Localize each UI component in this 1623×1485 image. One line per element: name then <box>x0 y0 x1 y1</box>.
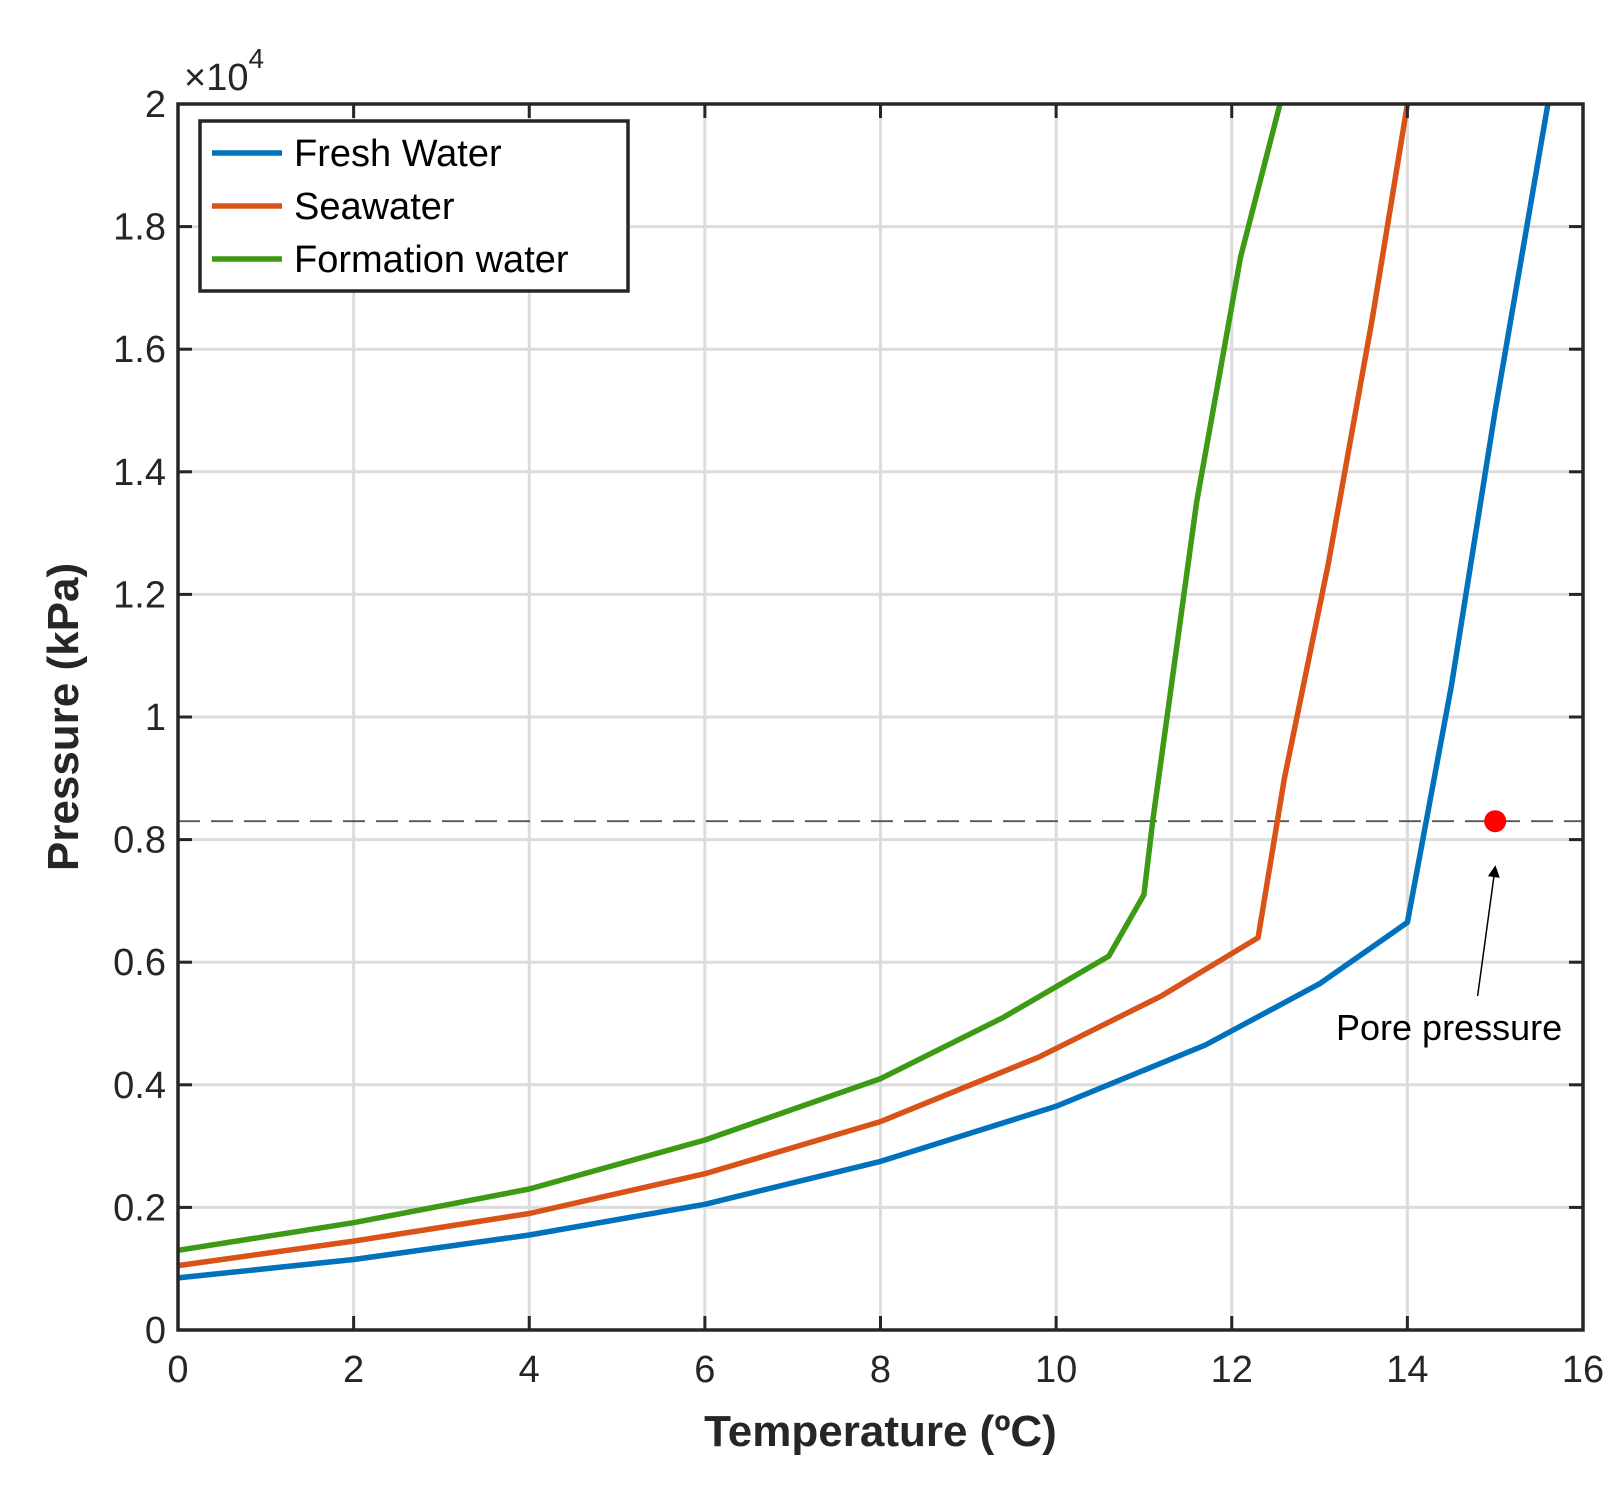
x-tick-label: 10 <box>1035 1349 1077 1391</box>
x-tick-label: 4 <box>519 1349 540 1391</box>
y-axis-title: Pressure (kPa) <box>39 563 88 871</box>
axis-ticks <box>176 102 1585 1332</box>
tick-labels: 0 2 4 6 8 10 12 14 16 0 0.2 0.4 0.6 0.8 1 1.2 1.4 1.6 1.8 2 <box>113 84 1604 1391</box>
legend: Fresh Water Seawater Formation water <box>198 119 630 293</box>
x-axis-title: Temperature (ºC) <box>704 1407 1057 1456</box>
y-tick-label: 0.2 <box>113 1187 166 1229</box>
annotation-arrow <box>1476 865 1500 997</box>
series-line-fresh-water <box>177 103 1551 1281</box>
annotation-layer: Pore pressure <box>1336 865 1562 1048</box>
x-tick-label: 14 <box>1386 1349 1428 1391</box>
y-tick-label: 1.6 <box>113 329 166 371</box>
y-tick-label: 0.6 <box>113 942 166 984</box>
x-tick-label: 12 <box>1211 1349 1253 1391</box>
y-tick-label: 1 <box>145 697 166 739</box>
y-axis-exponent: ×104 <box>184 43 264 99</box>
y-tick-label: 0.8 <box>113 820 166 862</box>
points-layer <box>1484 810 1507 833</box>
legend-label: Formation water <box>294 239 569 281</box>
x-tick-label: 6 <box>694 1349 715 1391</box>
legend-label: Seawater <box>294 186 455 228</box>
y-tick-label: 0.4 <box>113 1065 166 1107</box>
y-tick-label: 1.8 <box>113 207 166 249</box>
y-tick-label: 1.2 <box>113 574 166 616</box>
series-line-seawater <box>177 103 1411 1269</box>
y-tick-label: 0 <box>145 1310 166 1352</box>
y-tick-label: 2 <box>145 84 166 126</box>
series-line-formation-water <box>177 103 1283 1254</box>
x-tick-label: 16 <box>1562 1349 1604 1391</box>
x-tick-label: 8 <box>870 1349 891 1391</box>
exponent-base: ×10 <box>184 57 248 99</box>
pore-pressure-point <box>1484 810 1507 833</box>
x-tick-label: 0 <box>167 1349 188 1391</box>
y-tick-label: 1.4 <box>113 452 166 494</box>
legend-label: Fresh Water <box>294 133 502 175</box>
x-tick-label: 2 <box>343 1349 364 1391</box>
exponent-power: 4 <box>248 43 264 74</box>
annotation-text: Pore pressure <box>1336 1007 1562 1048</box>
series-layer <box>177 103 1551 1281</box>
